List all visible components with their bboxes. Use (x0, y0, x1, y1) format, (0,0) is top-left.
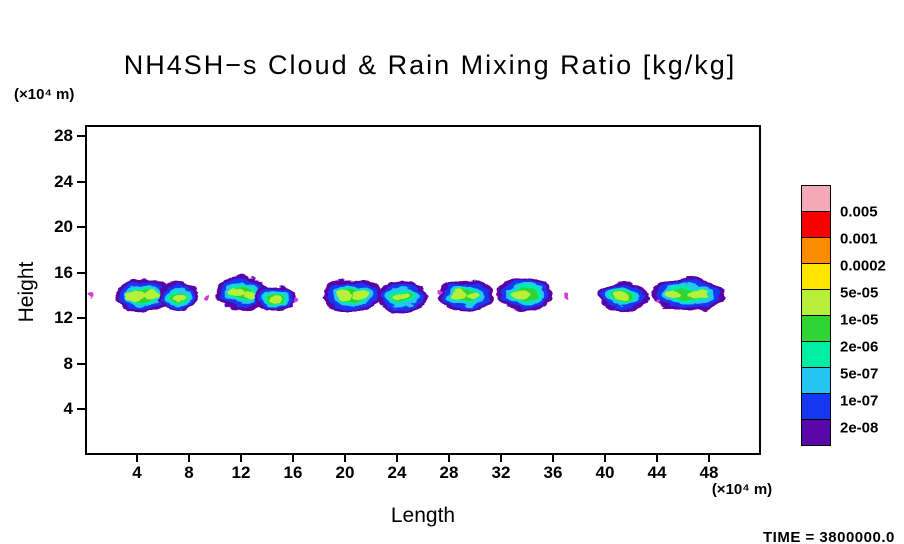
contour-speck (204, 295, 210, 301)
contour-speck (564, 293, 569, 298)
time-label: TIME = 3800000.0 (763, 529, 895, 544)
contour-core (687, 288, 708, 299)
x-tick-label: 32 (491, 463, 511, 482)
colorbar-segment (801, 393, 831, 420)
contour-core (511, 290, 530, 301)
x-axis-units: (×10⁴ m) (711, 481, 773, 498)
y-tick-mark (77, 226, 85, 229)
contour-core (269, 295, 283, 303)
x-tick-mark (552, 455, 554, 462)
y-tick-mark (77, 317, 85, 320)
contour-core (665, 290, 682, 300)
colorbar-segment (801, 367, 831, 394)
y-tick-label: 4 (63, 399, 73, 419)
x-tick-label: 4 (132, 463, 142, 482)
y-tick-label: 28 (54, 126, 73, 146)
colorbar-tick-label: 2e-06 (840, 338, 879, 356)
x-tick-mark (396, 455, 398, 462)
colorbar-tick-label: 1e-05 (840, 311, 879, 329)
x-tick-label: 12 (231, 463, 251, 482)
contour-core (172, 292, 187, 302)
contour-core (450, 290, 467, 300)
colorbar-segment (801, 211, 831, 238)
contour-core (466, 292, 480, 301)
y-tick-label: 16 (54, 262, 73, 282)
y-tick-label: 12 (54, 308, 73, 328)
y-tick-label: 8 (63, 353, 73, 373)
y-tick-mark (77, 271, 85, 274)
x-tick-mark (500, 455, 502, 462)
colorbar-tick-label: 0.001 (840, 230, 878, 248)
x-tick-mark (188, 455, 190, 462)
chart-title: NH4SH−s Cloud & Rain Mixing Ratio [kg/kg… (123, 50, 737, 80)
y-tick-mark (77, 408, 85, 411)
colorbar-tick-label: 0.005 (840, 203, 878, 221)
y-tick-label: 20 (54, 217, 73, 237)
x-tick-label: 36 (543, 463, 563, 482)
y-tick-label: 24 (54, 171, 73, 191)
x-tick-label: 20 (335, 463, 355, 482)
x-tick-label: 8 (184, 463, 194, 482)
contour-core (244, 291, 256, 299)
colorbar-tick-label: 0.0002 (840, 257, 886, 275)
x-tick-mark (448, 455, 450, 462)
colorbar-segment (801, 289, 831, 316)
contour-core (335, 290, 354, 301)
x-tick-label: 48 (699, 463, 719, 482)
colorbar-segment (801, 341, 831, 368)
colorbar-segment (801, 419, 831, 446)
y-tick-mark (77, 135, 85, 138)
cloud-blobs (89, 276, 726, 313)
contour-core (614, 292, 630, 302)
x-axis-label: Length (390, 504, 456, 527)
y-axis-label: Height (15, 261, 38, 323)
x-tick-label: 16 (283, 463, 303, 482)
colorbar-tick-label: 5e-07 (840, 365, 879, 383)
y-tick-mark (77, 180, 85, 183)
colorbar (801, 185, 833, 446)
colorbar-tick-label: 5e-05 (840, 284, 879, 302)
contour-speck (89, 293, 95, 298)
x-tick-label: 24 (387, 463, 407, 482)
contour-core (353, 290, 369, 300)
x-tick-mark (136, 455, 138, 462)
x-tick-mark (240, 455, 242, 462)
y-tick-mark (77, 362, 85, 365)
x-tick-mark (604, 455, 606, 462)
contour-speck (436, 289, 441, 295)
x-tick-label: 28 (439, 463, 459, 482)
contour-speck (294, 297, 299, 303)
colorbar-segment (801, 185, 831, 212)
colorbar-tick-label: 2e-08 (840, 419, 879, 437)
colorbar-segment (801, 263, 831, 290)
x-tick-mark (344, 455, 346, 462)
x-tick-mark (708, 455, 710, 462)
colorbar-segment (801, 315, 831, 342)
contour-core (125, 291, 145, 302)
contour-core (143, 290, 159, 300)
x-tick-mark (656, 455, 658, 462)
x-tick-label: 40 (595, 463, 615, 482)
contour-speck (653, 297, 658, 303)
contour-core (391, 291, 411, 301)
plot-area (85, 125, 761, 455)
x-tick-mark (292, 455, 294, 462)
x-tick-label: 44 (647, 463, 667, 482)
cloud-field (89, 276, 726, 313)
contour-core (227, 287, 245, 298)
colorbar-tick-label: 1e-07 (840, 392, 879, 410)
colorbar-segment (801, 237, 831, 264)
y-axis-units: (×10⁴ m) (14, 86, 75, 103)
